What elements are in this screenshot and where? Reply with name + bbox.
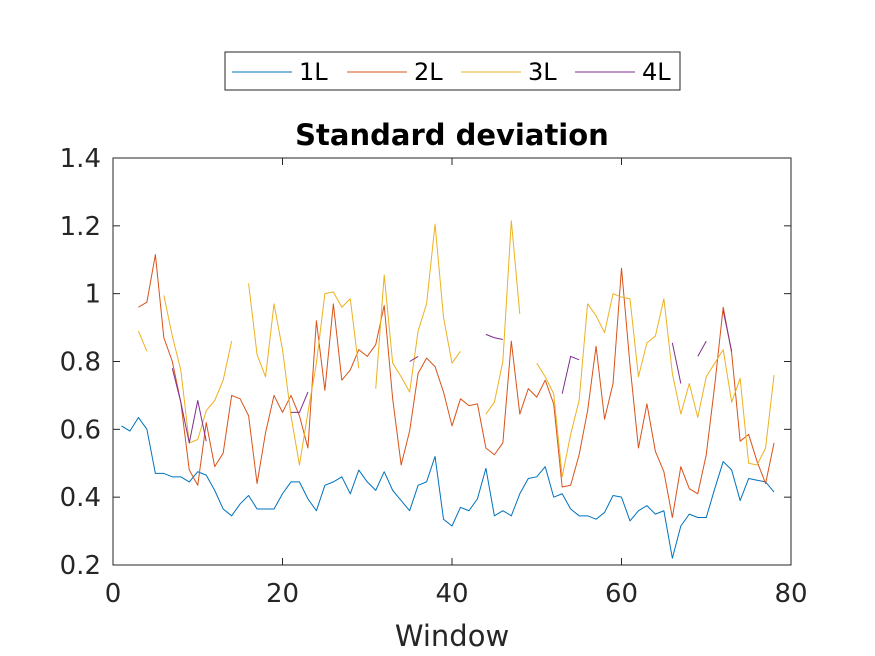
y-tick-label: 0.2 bbox=[60, 551, 101, 581]
series-line-3L bbox=[137, 220, 775, 478]
x-tick-label: 60 bbox=[605, 579, 638, 609]
legend-label-2L: 2L bbox=[414, 58, 443, 86]
series-line-1L bbox=[121, 416, 775, 559]
y-tick-label: 0.8 bbox=[60, 348, 101, 378]
series-4L bbox=[171, 310, 733, 444]
series-2L bbox=[138, 254, 775, 519]
legend-label-4L: 4L bbox=[642, 58, 671, 86]
series-3L bbox=[137, 220, 775, 478]
x-tick-label: 20 bbox=[266, 579, 299, 609]
y-tick-label: 0.4 bbox=[60, 483, 101, 513]
series-1L bbox=[121, 416, 775, 559]
legend-label-3L: 3L bbox=[528, 58, 557, 86]
x-axis-label: Window bbox=[395, 619, 509, 653]
y-tick-label: 0.6 bbox=[60, 415, 101, 445]
x-tick-label: 40 bbox=[435, 579, 468, 609]
chart-title: Standard deviation bbox=[295, 118, 609, 152]
legend: 1L 2L 3L 4L bbox=[224, 51, 681, 91]
series-line-2L bbox=[138, 254, 775, 519]
legend-label-1L: 1L bbox=[299, 58, 328, 86]
y-tick-label: 1 bbox=[84, 280, 101, 310]
y-tick-label: 1.2 bbox=[60, 212, 101, 242]
x-tick-label: 80 bbox=[774, 579, 807, 609]
legend-box bbox=[224, 51, 681, 91]
y-tick-label: 1.4 bbox=[60, 144, 101, 174]
x-tick-label: 0 bbox=[105, 579, 122, 609]
series-line-4L bbox=[171, 310, 733, 444]
